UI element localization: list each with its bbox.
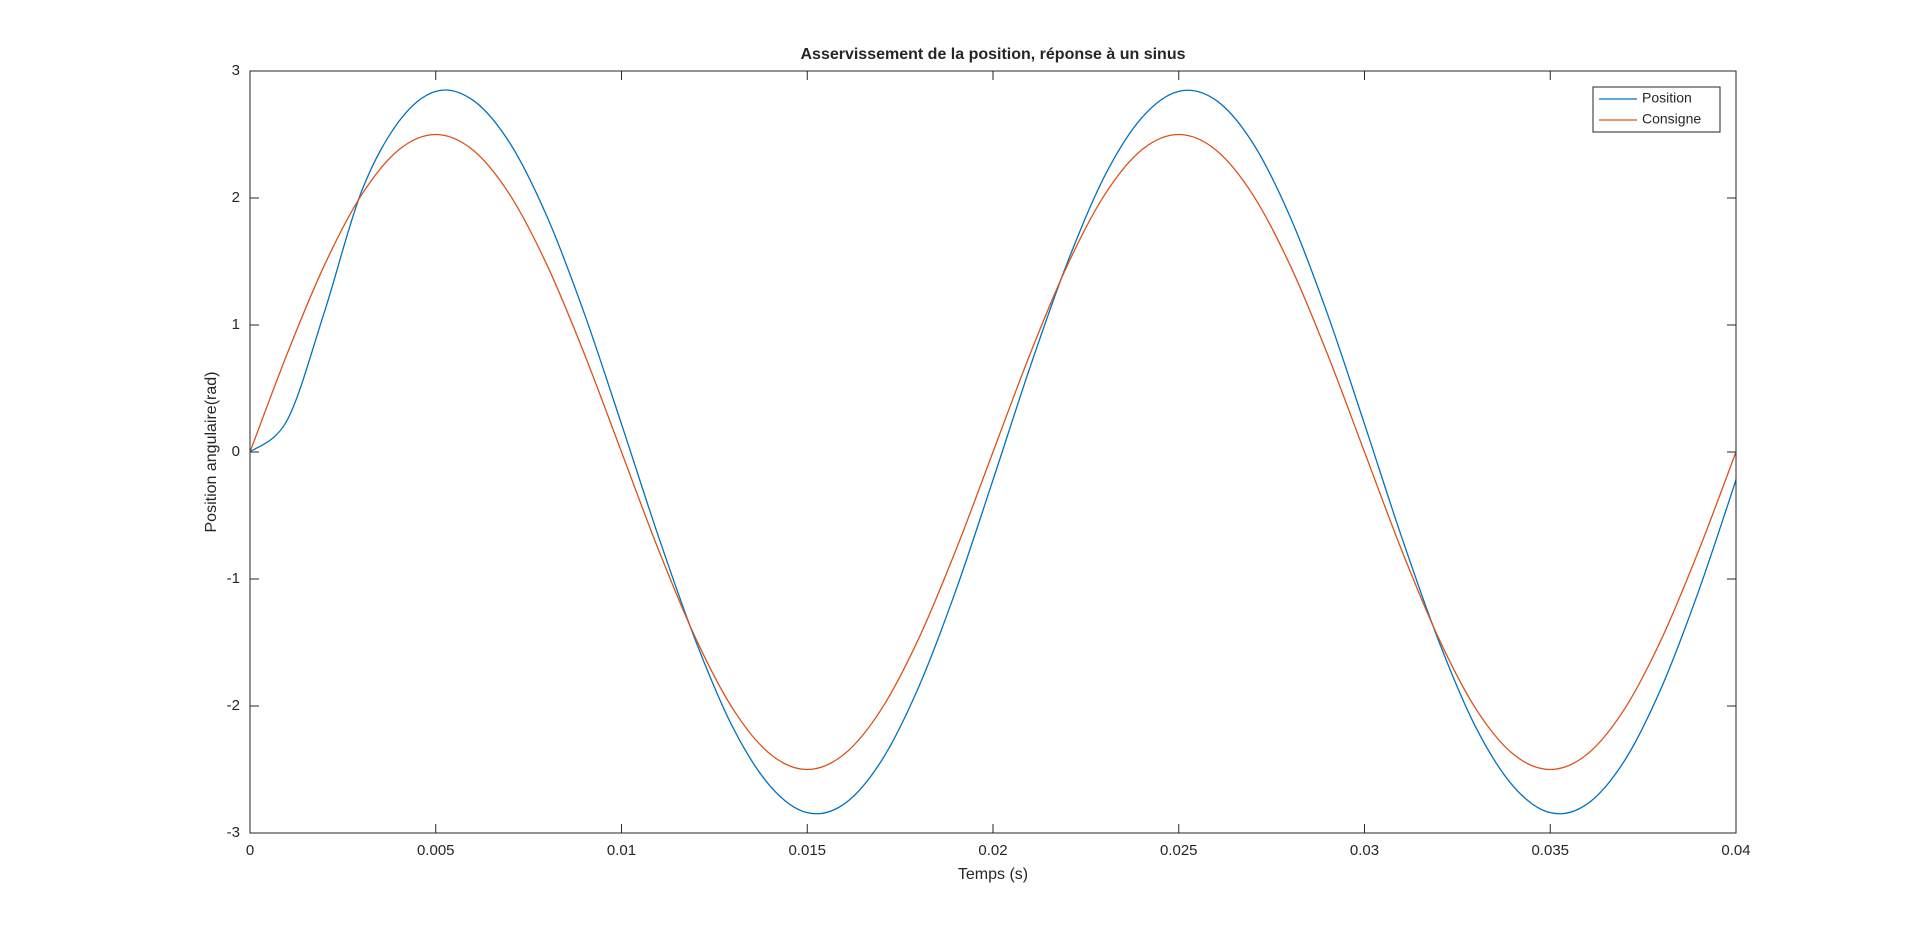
x-tick-label: 0.025	[1160, 842, 1198, 859]
x-tick-label: 0.02	[978, 842, 1007, 859]
y-tick-label: -1	[227, 570, 240, 587]
legend-label: Position	[1642, 90, 1692, 106]
y-tick-label: 1	[232, 316, 240, 333]
x-tick-label: 0	[246, 842, 254, 859]
y-tick-label: -3	[227, 824, 240, 841]
y-tick-label: 2	[232, 189, 240, 206]
x-tick-label: 0.015	[788, 842, 826, 859]
legend-box	[1592, 86, 1721, 133]
x-tick-label: 0.04	[1721, 842, 1750, 859]
axes-box	[249, 70, 1737, 834]
x-tick-label: 0.005	[417, 842, 455, 859]
y-tick-label: 0	[232, 443, 240, 460]
y-axis-label: Position angulaire(rad)	[203, 372, 220, 533]
legend-label: Consigne	[1642, 111, 1701, 127]
x-axis-label: Temps (s)	[958, 866, 1028, 883]
x-tick-label: 0.035	[1531, 842, 1569, 859]
chart-title: Asservissement de la position, réponse à…	[800, 46, 1185, 63]
y-tick-label: 3	[232, 62, 240, 79]
y-tick-label: -2	[227, 697, 240, 714]
x-tick-label: 0.03	[1350, 842, 1379, 859]
data-line	[249, 89, 1737, 815]
x-tick-label: 0.01	[607, 842, 636, 859]
data-line	[249, 133, 1737, 771]
